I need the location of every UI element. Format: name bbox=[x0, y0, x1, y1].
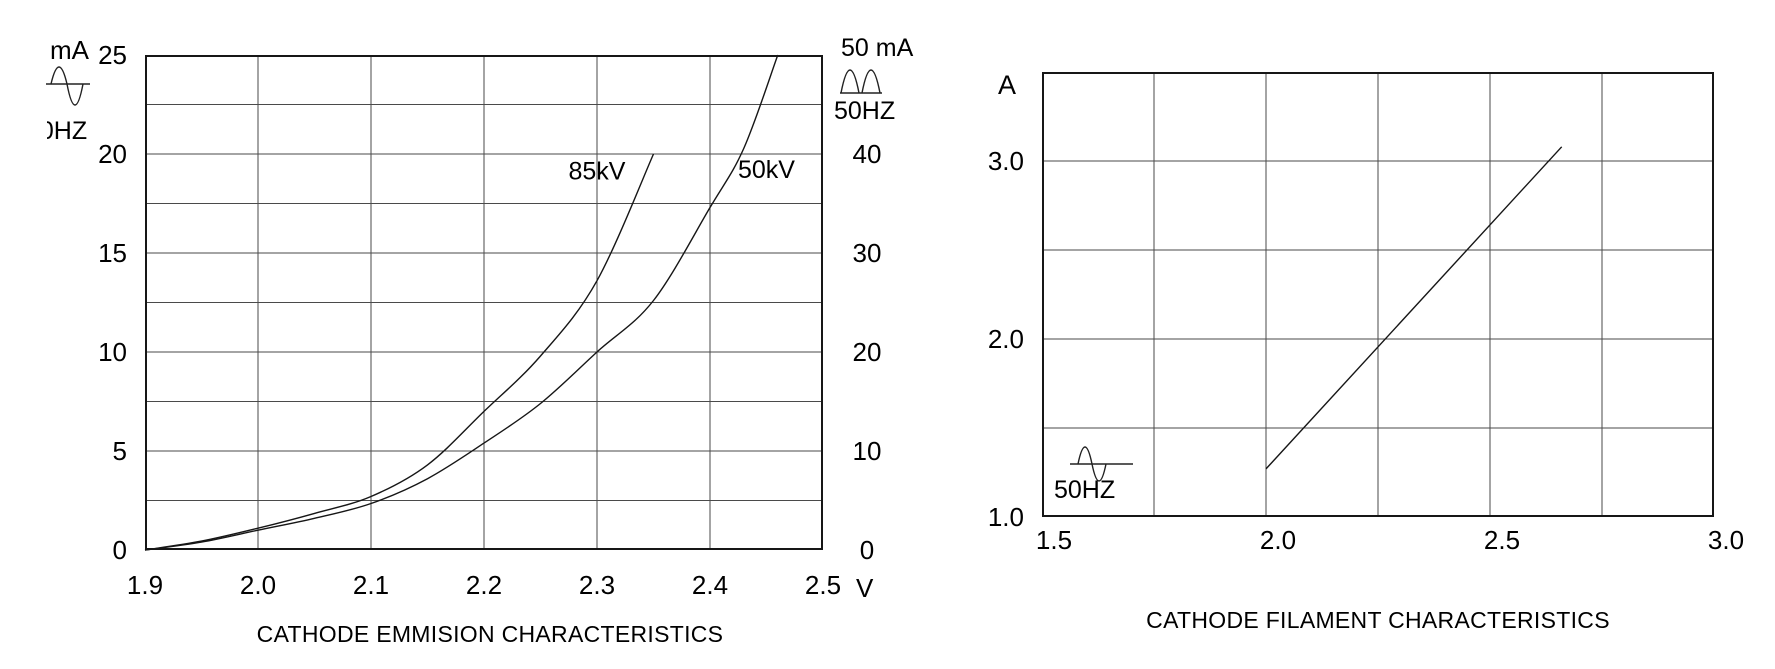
cathode-emission-y-tick-label: 15 bbox=[98, 238, 127, 268]
cathode-filament-y-tick-label: 3.0 bbox=[987, 146, 1024, 176]
cathode-emission-y-right-tick-label: 10 bbox=[852, 436, 882, 466]
sine-wave-icon bbox=[46, 62, 92, 110]
emission-right-axis-top-label: 50 mA bbox=[841, 34, 914, 62]
plot-border bbox=[1042, 72, 1714, 517]
cathode-emission-y-right-tick-label: 30 bbox=[852, 238, 882, 268]
cathode-emission-y-tick-label: 10 bbox=[98, 337, 127, 367]
cathode-emission-y-right-tick-label: 0 bbox=[859, 535, 875, 565]
cathode-emission-x-tick-label: 2.5 bbox=[804, 570, 842, 600]
filament-waveform-label: 50HZ bbox=[1054, 476, 1116, 504]
cathode-emission-plot: 85kV 50kV bbox=[144, 54, 823, 551]
cathode-filament-y-tick-label: 2.0 bbox=[987, 324, 1024, 354]
series-curve-filament-current bbox=[1265, 146, 1563, 470]
plot-border bbox=[145, 55, 823, 550]
cathode-emission-y-tick-label: 25 bbox=[98, 40, 127, 70]
series-label-50kV: 50kV bbox=[738, 156, 795, 184]
cathode-emission-x-tick-label: 2.1 bbox=[352, 570, 390, 600]
emission-right-axis-waveform-label: 50HZ bbox=[834, 97, 896, 125]
cathode-filament-plot bbox=[1042, 72, 1714, 517]
cathode-filament-x-tick-label: 3.0 bbox=[1707, 525, 1745, 555]
cathode-emission-y-tick-label: 5 bbox=[112, 436, 127, 466]
cathode-filament-x-tick-label: 1.5 bbox=[1035, 525, 1073, 555]
series-label-85kV: 85kV bbox=[569, 158, 626, 186]
filament-chart-title: CATHODE FILAMENT CHARACTERISTICS bbox=[1146, 607, 1610, 633]
emission-left-axis-waveform-label: 50HZ bbox=[47, 117, 88, 145]
cathode-emission-x-tick-label: 2.3 bbox=[578, 570, 616, 600]
cathode-emission-x-tick-label: 1.9 bbox=[126, 570, 164, 600]
cathode-emission-x-tick-label: 2.2 bbox=[465, 570, 503, 600]
cathode-filament-x-tick-label: 2.0 bbox=[1259, 525, 1297, 555]
cathode-emission-x-tick-label: 2.4 bbox=[691, 570, 729, 600]
cathode-filament-y-tick-label: 1.0 bbox=[987, 502, 1024, 532]
cathode-emission-y-right-tick-label: 20 bbox=[852, 337, 882, 367]
emission-x-axis-unit: V bbox=[856, 573, 874, 603]
full-wave-rectified-icon bbox=[839, 68, 883, 96]
cathode-emission-y-tick-label: 0 bbox=[112, 535, 127, 565]
sine-wave-icon bbox=[1066, 444, 1136, 486]
emission-left-axis-unit: mA bbox=[50, 35, 89, 65]
cathode-emission-y-right-tick-label: 40 bbox=[852, 139, 882, 169]
emission-chart-title: CATHODE EMMISION CHARACTERISTICS bbox=[256, 621, 724, 647]
cathode-emission-x-tick-label: 2.0 bbox=[239, 570, 277, 600]
cathode-emission-y-tick-label: 20 bbox=[98, 139, 127, 169]
series-curve-85kV bbox=[144, 153, 655, 551]
filament-y-axis-unit: A bbox=[998, 70, 1017, 100]
series-curve-50kV bbox=[144, 54, 779, 551]
cathode-filament-x-tick-label: 2.5 bbox=[1483, 525, 1521, 555]
emission-left-axis-waveform-label-clipped: 50HZ bbox=[47, 116, 99, 148]
